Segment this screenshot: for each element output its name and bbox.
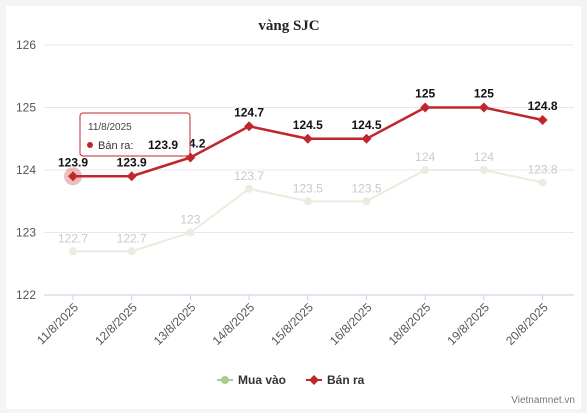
tooltip: 11/8/2025 Bán ra: 123.9	[79, 112, 191, 157]
buy-point[interactable]	[479, 166, 488, 174]
buy-data-label: 123.5	[293, 181, 323, 195]
y-tick-label: 123	[16, 226, 36, 240]
buy-point[interactable]	[127, 247, 136, 256]
y-tick-label: 124	[16, 163, 36, 177]
data-labels: 122.7 122.7 123 123.7 123.5 123.5 124 124 123.8 1…	[58, 87, 558, 246]
x-tick-label: 13/8/2025	[151, 300, 199, 348]
legend-item-sell[interactable]: Bán ra	[306, 373, 365, 387]
legend-item-buy[interactable]: Mua vào	[217, 373, 286, 387]
sell-data-label: 123.9	[58, 155, 88, 169]
buy-point[interactable]	[421, 166, 430, 174]
x-tick-label: 14/8/2025	[210, 300, 258, 348]
sell-point[interactable]	[478, 102, 489, 113]
x-axis-ticks: 11/8/2025 12/8/2025 13/8/2025 14/8/2025 15/8…	[34, 295, 551, 348]
sell-data-label: 125	[415, 87, 435, 101]
buy-point[interactable]	[538, 178, 547, 187]
legend-label: Mua vào	[238, 373, 286, 387]
sell-point[interactable]	[126, 171, 137, 182]
x-tick-label: 18/8/2025	[386, 300, 434, 348]
buy-data-label: 122.7	[117, 231, 147, 245]
buy-data-label: 123.8	[528, 163, 558, 177]
buy-point[interactable]	[245, 184, 254, 193]
buy-data-label: 124	[415, 150, 435, 164]
sell-point[interactable]	[420, 102, 431, 113]
tooltip-date: 11/8/2025	[88, 122, 132, 133]
buy-point[interactable]	[186, 228, 195, 237]
y-tick-label: 125	[16, 101, 36, 115]
legend-marker	[309, 375, 319, 385]
x-tick-label: 11/8/2025	[34, 300, 81, 347]
x-tick-label: 19/8/2025	[444, 300, 492, 348]
chart-frame: vàng SJC 122 123 124 125 126 11/8/2025 12/8/2…	[6, 6, 581, 409]
chart-title: vàng SJC	[258, 18, 319, 34]
sell-data-label: 124.8	[528, 99, 558, 113]
buy-data-label: 123	[180, 213, 200, 227]
x-tick-label: 15/8/2025	[268, 300, 316, 348]
x-tick-label: 12/8/2025	[92, 300, 140, 348]
tooltip-box	[79, 112, 191, 157]
buy-point[interactable]	[362, 197, 371, 206]
legend[interactable]: Mua vào Bán ra	[217, 373, 365, 387]
y-axis-ticks: 122 123 124 125 126	[16, 38, 36, 302]
buy-data-label: 123.5	[351, 181, 381, 195]
gridlines	[44, 44, 574, 296]
sell-point[interactable]	[244, 121, 255, 132]
x-tick-label: 20/8/2025	[503, 300, 551, 348]
sell-point[interactable]	[68, 171, 78, 182]
sell-data-label: 124.5	[351, 118, 381, 132]
sell-point[interactable]	[537, 115, 548, 125]
sell-point[interactable]	[302, 133, 313, 144]
tooltip-series-label: Bán ra:	[98, 140, 133, 152]
legend-label: Bán ra	[327, 373, 365, 387]
y-tick-label: 126	[16, 38, 36, 52]
legend-marker	[221, 376, 229, 384]
sell-data-label: 124.7	[234, 105, 264, 119]
buy-point[interactable]	[69, 247, 77, 256]
sell-data-label: 124.5	[293, 118, 323, 132]
buy-data-label: 122.7	[58, 231, 88, 245]
tooltip-value: 123.9	[148, 138, 178, 152]
buy-data-label: 123.7	[234, 169, 264, 183]
tooltip-bullet	[87, 142, 93, 148]
sell-data-label: 125	[474, 87, 494, 101]
buy-point[interactable]	[303, 197, 312, 206]
buy-data-label: 124	[474, 150, 494, 164]
credit-text: Vietnamnet.vn	[511, 395, 575, 406]
series-layer[interactable]	[64, 102, 548, 256]
y-tick-label: 122	[16, 288, 36, 302]
sell-point[interactable]	[361, 133, 372, 144]
x-tick-label: 16/8/2025	[327, 300, 375, 348]
sell-data-label: 123.9	[117, 155, 147, 169]
